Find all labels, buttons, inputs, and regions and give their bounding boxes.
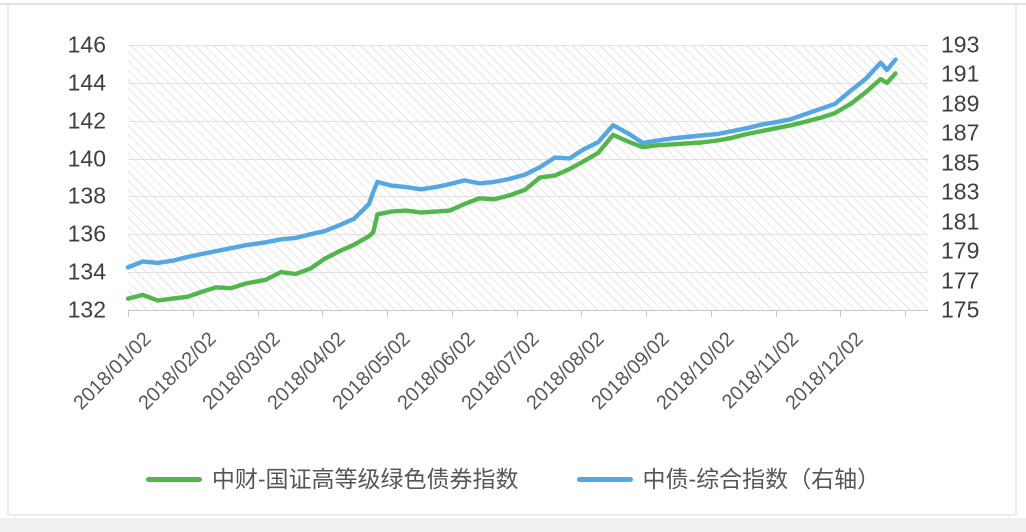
gridline xyxy=(128,158,928,160)
right-axis-tick-label: 189 xyxy=(941,90,980,117)
left-axis-tick-label: 132 xyxy=(67,296,106,323)
right-axis-tick-label: 175 xyxy=(941,296,980,323)
left-axis-tick-label: 146 xyxy=(67,31,106,58)
x-axis-line xyxy=(128,310,928,311)
left-axis-tick-label: 140 xyxy=(67,145,106,172)
gridline xyxy=(128,45,928,46)
series-line-green xyxy=(125,71,898,303)
gridline xyxy=(128,120,928,122)
legend-label-composite-index: 中债-综合指数（右轴） xyxy=(642,466,881,492)
x-axis-tickmark xyxy=(905,311,906,317)
left-axis-tick-label: 144 xyxy=(67,69,106,96)
series-line-blue xyxy=(125,57,898,270)
x-axis-tickmark xyxy=(646,311,647,317)
x-axis-tickmark xyxy=(257,311,259,317)
x-axis-tickmark xyxy=(451,311,453,317)
x-axis-tickmark xyxy=(581,311,583,317)
left-axis-tick-label: 134 xyxy=(67,258,106,285)
bottom-border-strip xyxy=(0,518,1026,532)
green-line-swatch-icon xyxy=(145,476,202,482)
legend: 中财-国证高等级绿色债券指数 中债-综合指数（右轴） xyxy=(0,456,1026,502)
x-axis-tickmark xyxy=(128,311,129,317)
right-axis-tick-label: 193 xyxy=(941,31,980,58)
x-axis-tickmark xyxy=(322,311,324,317)
right-axis-tick-label: 191 xyxy=(941,60,980,87)
legend-label-green-bond-index: 中财-国证高等级绿色债券指数 xyxy=(211,466,519,492)
right-axis-tick-label: 177 xyxy=(941,267,980,294)
legend-item-composite-index: 中债-综合指数（右轴） xyxy=(576,466,881,492)
x-axis-tickmark xyxy=(710,311,712,317)
x-axis-tickmark xyxy=(775,311,777,317)
left-axis-tick-label: 136 xyxy=(67,220,106,247)
left-axis-tick-label: 138 xyxy=(67,182,106,209)
x-axis-tickmark xyxy=(387,311,388,317)
right-axis-tick-label: 185 xyxy=(941,149,980,176)
top-border-line xyxy=(0,3,1026,5)
x-axis-tickmark xyxy=(192,311,194,317)
right-axis-tick-label: 187 xyxy=(941,119,980,146)
legend-item-green-bond-index: 中财-国证高等级绿色债券指数 xyxy=(145,466,519,492)
x-axis-tickmark xyxy=(840,311,842,317)
plot-area-hatch-background xyxy=(128,45,928,310)
right-axis-tick-label: 181 xyxy=(941,208,980,235)
gridline xyxy=(128,234,928,236)
right-axis-tick-label: 183 xyxy=(941,178,980,205)
gridline xyxy=(128,196,928,198)
left-axis-tick-label: 142 xyxy=(67,107,106,134)
x-axis-tickmark xyxy=(516,311,518,317)
right-axis-tick-label: 179 xyxy=(941,237,980,264)
gridline xyxy=(128,272,928,274)
blue-line-swatch-icon xyxy=(576,476,633,482)
gridline xyxy=(128,82,928,84)
